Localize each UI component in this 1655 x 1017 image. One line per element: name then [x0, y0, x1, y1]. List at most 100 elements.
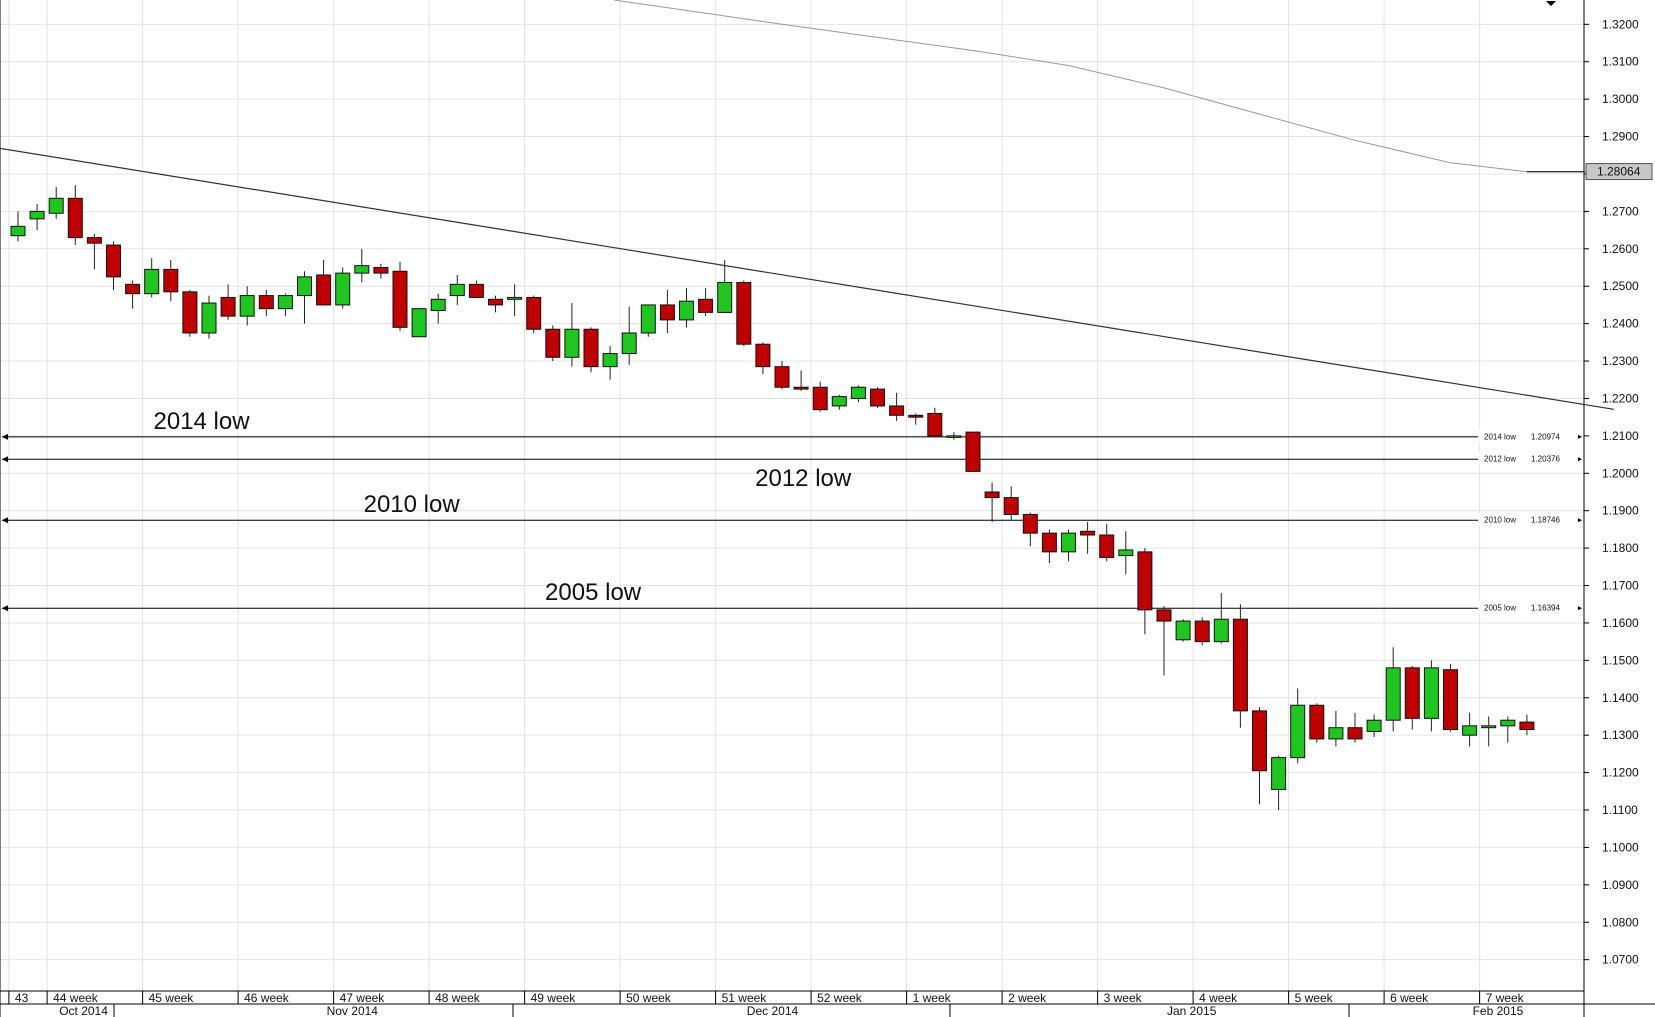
candle-down: [316, 274, 332, 306]
y-tick-label: 1.1700: [1602, 579, 1639, 593]
candle-down: [1404, 667, 1420, 719]
candle-down: [583, 328, 599, 368]
week-label: 4 week: [1199, 991, 1238, 1005]
candle-down: [1137, 551, 1153, 611]
candle-up: [239, 295, 255, 317]
candle-down: [1194, 620, 1210, 643]
candle-down: [182, 291, 198, 334]
level-label-bg: [1478, 601, 1578, 614]
candle-down: [659, 304, 675, 321]
y-tick-label: 1.1100: [1602, 803, 1638, 817]
candle-up: [277, 295, 293, 310]
candle-down: [163, 268, 179, 293]
week-label: 1 week: [913, 991, 952, 1005]
candle-up: [1213, 618, 1229, 643]
y-tick-label: 1.1800: [1602, 541, 1639, 555]
candle-up: [564, 328, 580, 358]
week-label: 47 week: [340, 991, 386, 1005]
candle-down: [468, 283, 484, 298]
y-tick-label: 1.2700: [1602, 204, 1639, 218]
candle-down: [86, 237, 102, 244]
candle-up: [850, 386, 866, 399]
y-tick-label: 1.2900: [1602, 130, 1639, 144]
candle-up: [507, 296, 523, 300]
candle-down: [793, 386, 809, 390]
week-label: 43: [15, 991, 29, 1005]
month-label: Dec 2014: [747, 1004, 799, 1017]
month-label: Nov 2014: [327, 1004, 379, 1017]
y-tick-label: 1.2300: [1602, 354, 1639, 368]
candle-down: [526, 296, 542, 330]
candle-up: [201, 302, 217, 334]
y-tick-label: 1.0800: [1602, 915, 1639, 929]
y-tick-label: 1.2000: [1602, 466, 1639, 480]
candle-down: [984, 491, 1000, 499]
candle-down: [220, 296, 236, 317]
candle-up: [621, 332, 637, 355]
level-small-value: 1.20974: [1531, 432, 1560, 441]
y-tick-label: 1.3000: [1602, 92, 1639, 106]
candle-down: [1347, 727, 1363, 740]
week-label: 46 week: [244, 991, 290, 1005]
candle-up: [411, 308, 427, 338]
candle-down: [755, 343, 771, 368]
week-label: 45 week: [149, 991, 195, 1005]
candle-up: [831, 396, 847, 407]
candle-down: [106, 244, 121, 278]
support-levels: 2014 low 1.20974 2014 low 2012 low 1.20376 20…: [2, 408, 1582, 614]
y-tick-label: 1.2500: [1602, 279, 1639, 293]
level-big-label: 2014 low: [154, 408, 251, 435]
level-big-label: 2005 low: [545, 579, 642, 606]
level-small-name: 2005 low: [1484, 604, 1516, 613]
level-big-label: 2012 low: [755, 465, 852, 492]
candle-up: [946, 435, 962, 438]
candle-up: [1500, 719, 1516, 727]
candle-down: [927, 412, 943, 437]
week-label: 3 week: [1104, 991, 1143, 1005]
level-label-bg: [1478, 513, 1578, 526]
candle-down: [1003, 497, 1019, 515]
candle-down: [1252, 710, 1267, 772]
candle-down: [1022, 513, 1038, 534]
candle-down: [1156, 609, 1172, 622]
arrow-left-icon: [2, 517, 8, 524]
candle-down: [258, 295, 274, 310]
level-label-bg: [1478, 429, 1578, 442]
candle-up: [1462, 725, 1478, 736]
candle-down: [1309, 704, 1325, 740]
week-label: 2 week: [1008, 991, 1047, 1005]
level-small-value: 1.16394: [1531, 604, 1560, 613]
candle-down: [736, 281, 752, 345]
candle-down: [870, 388, 885, 407]
candle-down: [125, 283, 141, 295]
candle-up: [48, 197, 64, 214]
candle-up: [144, 268, 160, 295]
month-label: Feb 2015: [1473, 1004, 1524, 1017]
level-label-bg: [1478, 452, 1578, 465]
candles: [10, 185, 1535, 811]
y-tick-label: 1.3200: [1602, 17, 1639, 31]
candle-down: [1099, 534, 1115, 558]
y-tick-label: 1.1200: [1602, 766, 1639, 780]
y-tick-label: 1.2100: [1602, 429, 1639, 443]
candle-down: [1232, 618, 1248, 712]
candle-up: [1175, 620, 1191, 641]
candle-up: [449, 283, 465, 297]
week-label: 7 week: [1486, 991, 1525, 1005]
candle-up: [335, 272, 351, 306]
level-small-value: 1.18746: [1531, 516, 1560, 525]
candle-up: [10, 225, 26, 237]
candle-down: [812, 386, 828, 411]
y-tick-label: 1.2600: [1602, 242, 1639, 256]
candle-down: [698, 298, 714, 313]
arrow-left-icon: [2, 433, 8, 440]
candle-up: [1423, 667, 1439, 719]
week-label: 48 week: [435, 991, 481, 1005]
level-small-name: 2014 low: [1484, 432, 1516, 441]
current-price-label: 1.28064: [1597, 165, 1641, 179]
candle-up: [679, 300, 694, 321]
candle-up: [430, 298, 446, 312]
